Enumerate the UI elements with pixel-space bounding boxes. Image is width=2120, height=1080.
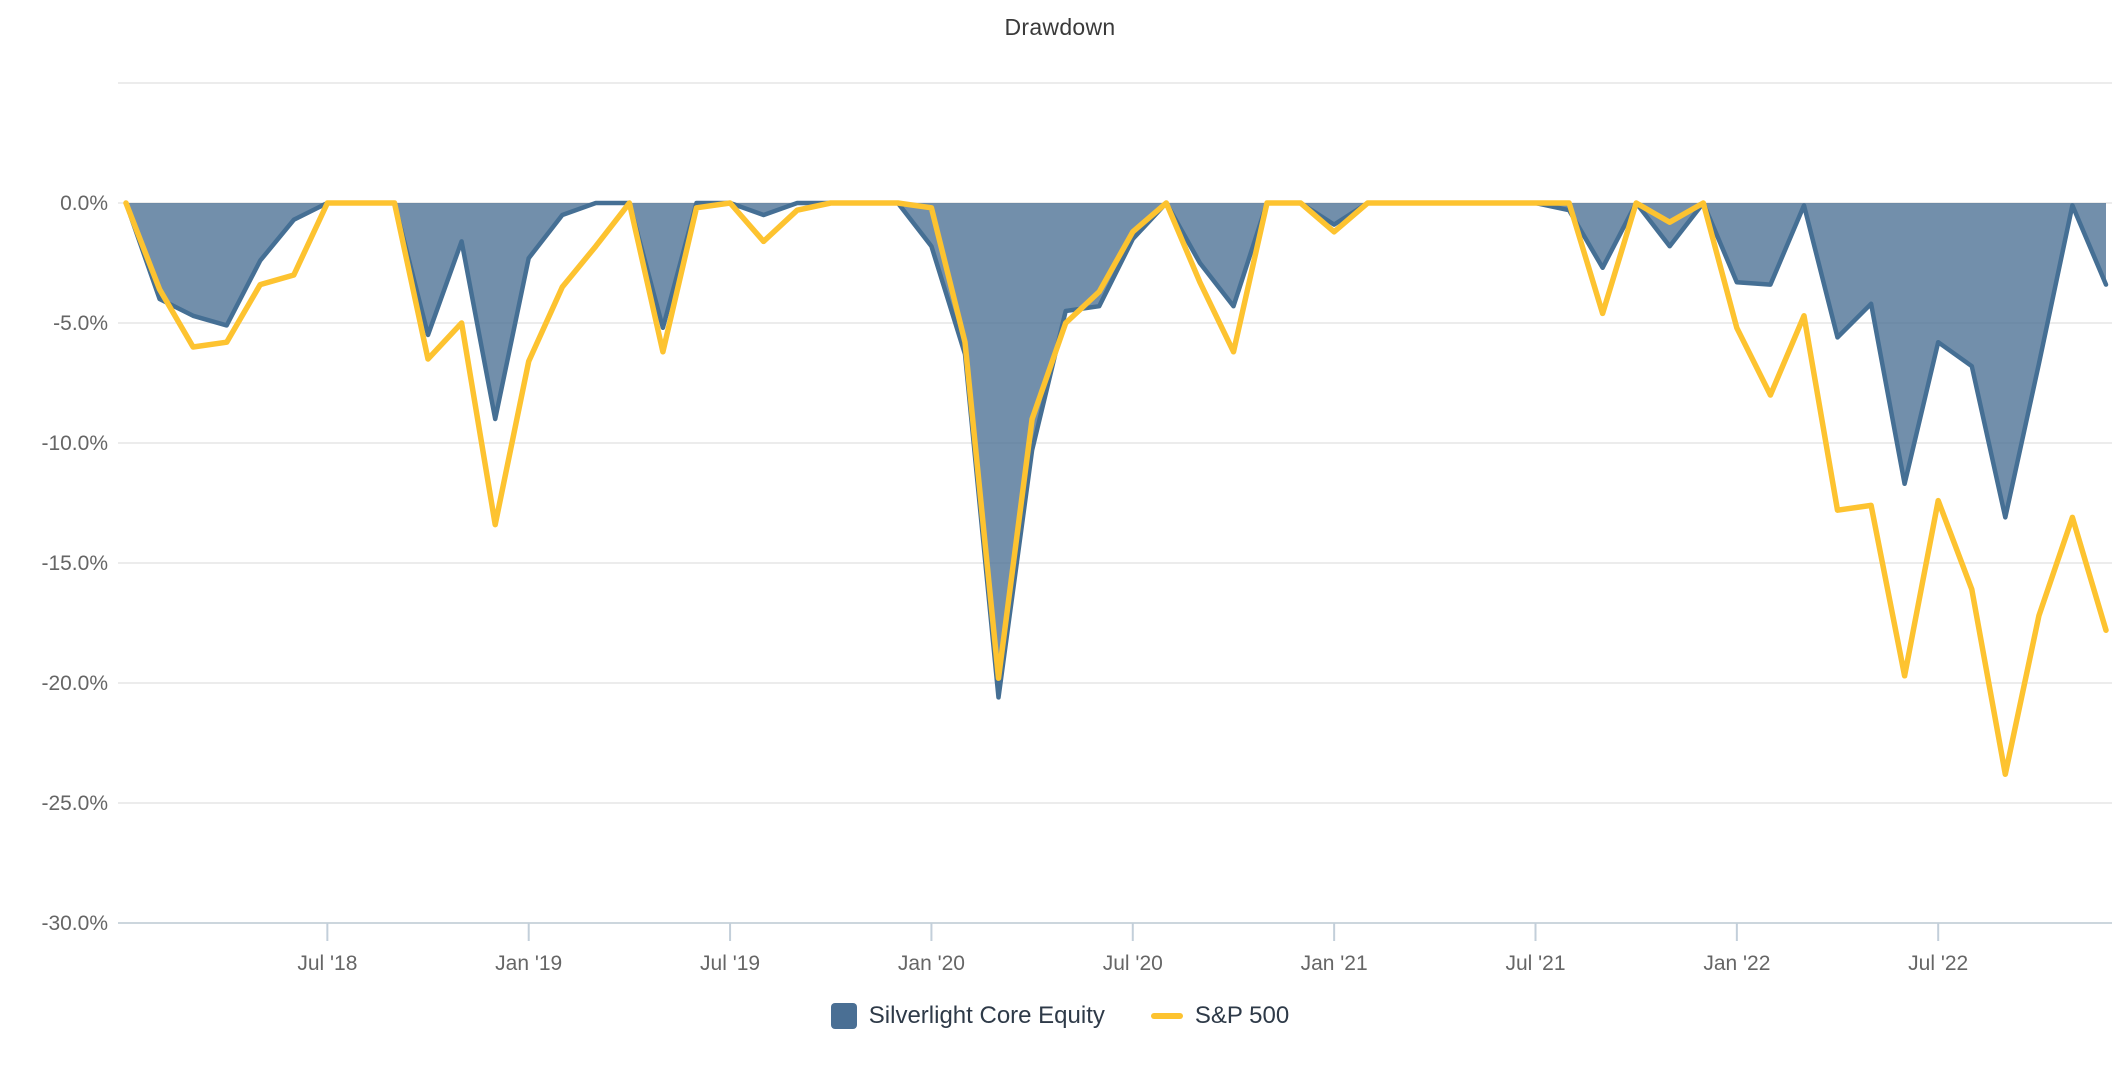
legend-item-sp500[interactable]: S&P 500 bbox=[1150, 1002, 1290, 1030]
x-axis-tick-label: Jan '20 bbox=[898, 952, 965, 975]
x-axis-tick-label: Jan '22 bbox=[1703, 952, 1770, 975]
y-axis-tick-label: -5.0% bbox=[53, 312, 108, 335]
sp500-line-swatch-icon bbox=[1150, 1013, 1183, 1019]
y-axis-tick-label: 0.0% bbox=[60, 192, 108, 215]
y-axis-tick-label: -25.0% bbox=[41, 792, 108, 815]
y-axis-tick-label: -20.0% bbox=[41, 672, 108, 695]
x-axis-tick-label: Jan '19 bbox=[495, 952, 562, 975]
x-axis-tick-label: Jul '19 bbox=[700, 952, 760, 975]
legend-label: S&P 500 bbox=[1194, 1002, 1290, 1029]
silverlight-area-swatch-icon bbox=[830, 1003, 857, 1029]
chart-legend: Silverlight Core Equity S&P 500 bbox=[0, 1002, 2120, 1030]
x-axis-tick-label: Jul '18 bbox=[297, 952, 357, 975]
series-area-silverlight-core-equity bbox=[126, 203, 2106, 698]
y-axis-tick-label: -30.0% bbox=[41, 912, 108, 935]
y-axis-tick-label: -10.0% bbox=[41, 432, 108, 455]
x-axis-tick-label: Jan '21 bbox=[1301, 952, 1368, 975]
series-line-silverlight-core-equity bbox=[123, 200, 2109, 700]
series-line-sp500 bbox=[123, 200, 2109, 777]
chart-title: Drawdown bbox=[1004, 14, 1116, 40]
x-axis-tick-label: Jul '20 bbox=[1103, 952, 1163, 975]
x-axis-tick-label: Jul '22 bbox=[1908, 952, 1968, 975]
y-axis-tick-label: -15.0% bbox=[41, 552, 108, 575]
legend-item-silverlight-core-equity[interactable]: Silverlight Core Equity bbox=[830, 1002, 1105, 1030]
x-axis-tick-label: Jul '21 bbox=[1505, 952, 1565, 975]
legend-label: Silverlight Core Equity bbox=[868, 1002, 1105, 1029]
